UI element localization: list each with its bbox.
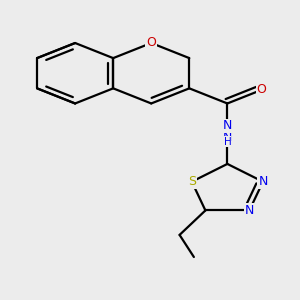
Text: O: O <box>257 83 267 96</box>
Text: S: S <box>188 175 196 188</box>
Text: H: H <box>224 137 231 147</box>
Text: N: N <box>223 131 232 144</box>
Text: O: O <box>146 37 156 50</box>
Text: N: N <box>245 204 254 217</box>
Text: N: N <box>258 175 268 188</box>
Text: N: N <box>223 119 232 132</box>
